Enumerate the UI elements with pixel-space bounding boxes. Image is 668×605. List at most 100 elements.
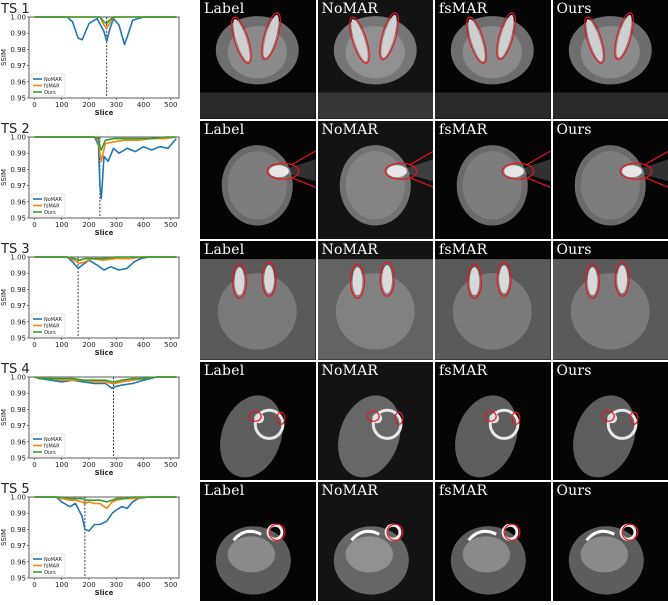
x-tick-label: 500 — [164, 101, 177, 109]
x-tick-label: 100 — [55, 461, 68, 469]
x-tick-label: 100 — [55, 221, 68, 229]
y-tick-label: 0.98 — [10, 526, 26, 534]
y-tick-label: 0.99 — [10, 270, 26, 278]
y-tick-label: 0.97 — [10, 542, 26, 550]
ct-slice-image — [435, 121, 551, 240]
x-tick-label: 200 — [82, 221, 95, 229]
series-line-nomar — [35, 17, 177, 45]
legend-label: fsMAR — [44, 323, 60, 329]
x-tick-label: 400 — [137, 461, 150, 469]
ct-tile-row5-fsmar: fsMAR — [435, 482, 551, 601]
legend-label: fsMAR — [44, 443, 60, 449]
y-tick-label: 0.95 — [10, 95, 26, 103]
y-tick-label: 0.98 — [10, 406, 26, 414]
ct-slice-image — [318, 241, 434, 360]
y-axis-label: SSIM — [0, 169, 8, 186]
x-tick-label: 300 — [110, 461, 123, 469]
x-tick-label: 500 — [164, 461, 177, 469]
y-tick-label: 0.97 — [10, 182, 26, 190]
x-tick-label: 300 — [110, 221, 123, 229]
ct-slice-image — [435, 241, 551, 360]
panel-label: fsMAR — [439, 242, 487, 258]
x-tick-label: 500 — [164, 341, 177, 349]
ct-tile-row1-ours: Ours — [553, 0, 668, 119]
ct-slice-image — [553, 362, 668, 481]
x-tick-label: 100 — [55, 581, 68, 589]
x-tick-label: 400 — [137, 221, 150, 229]
legend-label: NoMAR — [44, 317, 63, 323]
x-tick-label: 0 — [32, 101, 36, 109]
ct-tile-row2-ours: Ours — [553, 121, 668, 240]
ct-slice-image — [553, 241, 668, 360]
y-tick-label: 0.97 — [10, 302, 26, 310]
panel-label: NoMAR — [322, 242, 379, 258]
x-tick-label: 400 — [137, 581, 150, 589]
legend-label: Ours — [44, 210, 56, 216]
ct-slice-image — [318, 121, 434, 240]
ct-tile-row4-label: Label — [200, 362, 316, 481]
panel-label: Label — [204, 122, 244, 138]
legend-label: NoMAR — [44, 197, 63, 203]
y-tick-label: 0.96 — [10, 318, 26, 326]
y-axis-label: SSIM — [0, 529, 8, 546]
y-tick-label: 0.97 — [10, 422, 26, 430]
legend-label: Ours — [44, 570, 56, 576]
legend-label: NoMAR — [44, 557, 63, 563]
y-tick-label: 0.96 — [10, 198, 26, 206]
ct-tile-row2-label: Label — [200, 121, 316, 240]
ct-tile-row2-nomar: NoMAR — [318, 121, 434, 240]
y-tick-label: 0.99 — [10, 390, 26, 398]
x-tick-label: 500 — [164, 581, 177, 589]
x-tick-label: 200 — [82, 581, 95, 589]
ct-slice-image — [200, 0, 316, 119]
x-tick-label: 0 — [32, 461, 36, 469]
panel-label: NoMAR — [322, 483, 379, 499]
y-tick-label: 0.95 — [10, 455, 26, 463]
panel-label: fsMAR — [439, 483, 487, 499]
ct-tile-row5-ours: Ours — [553, 482, 668, 601]
ct-tile-row3-label: Label — [200, 241, 316, 360]
x-tick-label: 300 — [110, 101, 123, 109]
ct-tile-row3-fsmar: fsMAR — [435, 241, 551, 360]
panel-label: Ours — [557, 122, 592, 138]
ct-slice-image — [318, 0, 434, 119]
ct-tile-row1-fsmar: fsMAR — [435, 0, 551, 119]
ct-slice-image — [200, 482, 316, 601]
ct-tile-row4-nomar: NoMAR — [318, 362, 434, 481]
ct-tile-row3-nomar: NoMAR — [318, 241, 434, 360]
ct-slice-image — [200, 362, 316, 481]
y-tick-label: 1.00 — [10, 14, 26, 22]
y-tick-label: 1.00 — [10, 254, 26, 262]
ct-slice-image — [553, 121, 668, 240]
legend-label: fsMAR — [44, 203, 60, 209]
ct-slice-image — [200, 241, 316, 360]
ct-slice-image — [435, 0, 551, 119]
ct-tile-row5-label: Label — [200, 482, 316, 601]
ct-tile-row5-nomar: NoMAR — [318, 482, 434, 601]
series-line-ours — [35, 497, 177, 502]
legend-label: Ours — [44, 90, 56, 96]
x-tick-label: 300 — [110, 581, 123, 589]
x-tick-label: 200 — [82, 461, 95, 469]
y-tick-label: 1.00 — [10, 134, 26, 142]
panel-label: fsMAR — [439, 1, 487, 17]
ct-slice-image — [553, 0, 668, 119]
x-tick-label: 400 — [137, 101, 150, 109]
legend-label: fsMAR — [44, 83, 60, 89]
ct-slice-image — [200, 121, 316, 240]
y-tick-label: 0.99 — [10, 150, 26, 158]
x-tick-label: 200 — [82, 101, 95, 109]
panel-label: Label — [204, 363, 244, 379]
x-axis-label: Slice — [95, 589, 114, 597]
panel-label: Label — [204, 483, 244, 499]
x-tick-label: 300 — [110, 341, 123, 349]
x-axis-label: Slice — [95, 229, 114, 237]
y-axis-label: SSIM — [0, 49, 8, 66]
legend-label: Ours — [44, 450, 56, 456]
panel-label: Ours — [557, 1, 592, 17]
legend-label: fsMAR — [44, 563, 60, 569]
ct-tile-row4-fsmar: fsMAR — [435, 362, 551, 481]
